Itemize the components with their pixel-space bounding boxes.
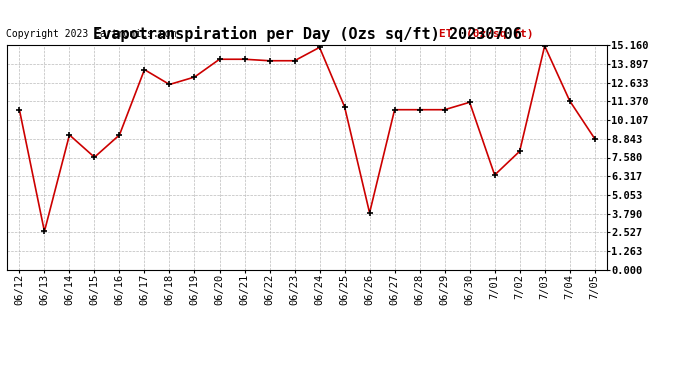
Text: ET  (0z/sq ft): ET (0z/sq ft) <box>439 29 533 39</box>
Text: Copyright 2023 Cartronics.com: Copyright 2023 Cartronics.com <box>6 29 177 39</box>
Title: Evapotranspiration per Day (Ozs sq/ft) 20230706: Evapotranspiration per Day (Ozs sq/ft) 2… <box>92 27 522 42</box>
